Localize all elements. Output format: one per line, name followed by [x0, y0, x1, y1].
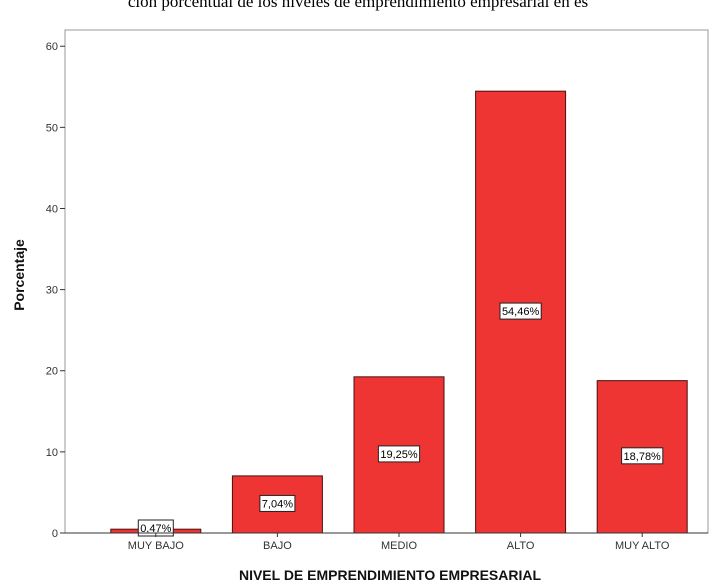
y-tick-label: 20: [46, 366, 58, 378]
data-label-box: [377, 445, 421, 463]
data-label-text: 18,78%: [624, 451, 662, 463]
y-tick-label: 60: [46, 41, 58, 53]
y-tick-label: 10: [46, 447, 58, 459]
x-category-label: MUY ALTO: [615, 540, 670, 552]
bars: 0,47% 7,04% 19,25% 54,46% 18,78%: [110, 90, 688, 537]
y-tick-label: 50: [46, 122, 58, 134]
data-label: 54,46%: [499, 302, 542, 320]
data-label: 19,25%: [377, 445, 421, 463]
x-category-label: MEDIO: [381, 540, 418, 552]
data-label-box: [621, 447, 664, 465]
x-axis-title: NIVEL DE EMPRENDIMIENTO EMPRESARIAL: [239, 567, 542, 583]
x-category-label: ALTO: [507, 540, 535, 552]
x-axis: MUY BAJO BAJO MEDIO ALTO MUY ALTO: [65, 532, 708, 552]
data-label-text: 19,25%: [380, 449, 418, 461]
data-label-text: 7,04%: [262, 498, 293, 510]
data-label-text: 0,47%: [140, 523, 171, 535]
y-tick-label: 0: [52, 528, 58, 540]
data-label: 18,78%: [621, 447, 664, 465]
data-label-text: 54,46%: [502, 306, 540, 318]
data-label-box: [259, 494, 296, 512]
y-axis-title: Porcentaje: [11, 239, 27, 311]
data-label: 0,47%: [137, 519, 174, 537]
y-tick-label: 40: [46, 203, 58, 215]
data-label-box: [499, 302, 542, 320]
y-axis: 0 10 20 30 40 50 60: [46, 41, 65, 540]
data-label: 7,04%: [259, 494, 296, 512]
chart-caption: ción porcentual de los niveles de empren…: [127, 0, 589, 11]
x-category-label: MUY BAJO: [128, 540, 184, 552]
y-tick-label: 30: [46, 285, 58, 297]
x-category-label: BAJO: [263, 540, 292, 552]
